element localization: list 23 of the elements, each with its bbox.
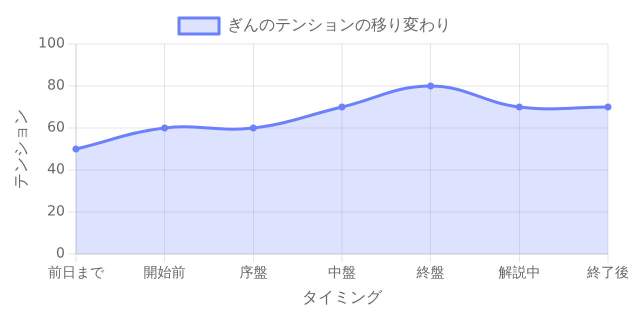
x-axis-title: タイミング: [302, 288, 383, 307]
x-tick-label: 前日まで: [48, 265, 105, 282]
point: [516, 104, 523, 110]
y-tick-label: 100: [38, 36, 65, 52]
y-tick-label: 60: [47, 120, 65, 136]
point: [161, 124, 168, 132]
point: [338, 104, 346, 110]
point: [604, 104, 612, 110]
point: [427, 82, 434, 90]
y-tick-label: 40: [47, 162, 65, 178]
x-tick-label: 終盤: [416, 265, 445, 282]
y-axis-title: テンション: [10, 109, 30, 189]
x-tick-label: 終了後: [586, 265, 629, 282]
y-tick-label: 0: [56, 246, 65, 262]
y-tick-label: 20: [47, 204, 65, 220]
legend-label: ぎんのテンションの移り変わり: [227, 15, 451, 34]
x-tick-label: 序盤: [239, 265, 268, 282]
x-tick-label: 開始前: [144, 265, 186, 282]
point: [250, 124, 257, 132]
x-tick-label: 中盤: [328, 265, 356, 282]
point: [72, 146, 80, 152]
y-tick-label: 80: [47, 78, 65, 94]
x-tick-label: 解説中: [498, 265, 540, 282]
